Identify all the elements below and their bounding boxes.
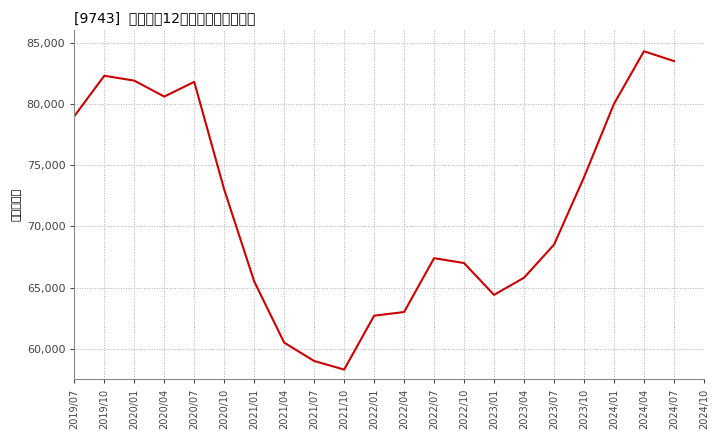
Y-axis label: （百万円）: （百万円） (11, 188, 21, 221)
Text: [9743]  売上高の12か月移動合計の推移: [9743] 売上高の12か月移動合計の推移 (74, 11, 256, 25)
